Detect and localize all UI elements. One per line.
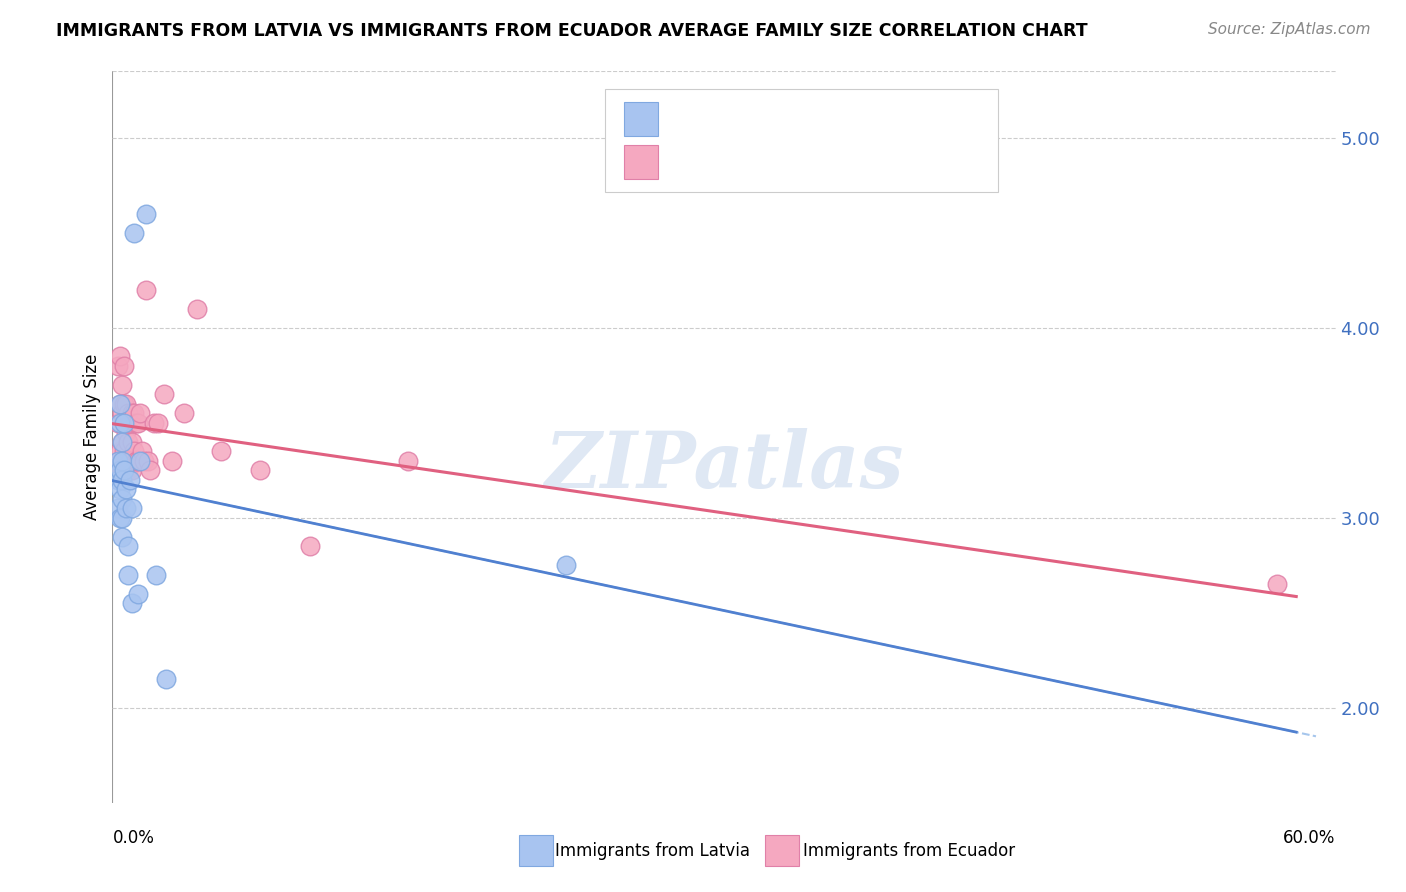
Point [111,454,134,468]
Text: 30: 30 [810,110,835,128]
Point [121,434,143,449]
Point [121,501,143,516]
Text: ZIPatlas: ZIPatlas [544,428,904,505]
Y-axis label: Average Family Size: Average Family Size [83,354,101,520]
Point [117,539,139,553]
Text: Immigrants from Latvia: Immigrants from Latvia [555,842,751,860]
Point [117,567,139,582]
Point [160,454,183,468]
Point [115,425,138,440]
Point [111,434,134,449]
Text: 0.005: 0.005 [710,110,761,128]
Point [125,454,148,468]
Text: N =: N = [769,110,808,128]
Point [127,416,149,430]
Point [107,359,129,373]
Point [122,406,145,420]
Text: 60.0%: 60.0% [1284,829,1336,847]
Text: R =: R = [668,153,707,171]
Point [249,463,271,477]
Point [155,673,177,687]
Point [107,454,129,468]
Point [1265,577,1288,591]
Point [112,416,135,430]
Point [122,444,145,458]
Point [111,511,134,525]
Point [110,511,132,525]
Point [111,530,134,544]
Point [110,349,132,363]
Point [120,416,142,430]
Point [111,434,134,449]
Point [125,416,148,430]
Point [127,454,149,468]
Point [146,416,169,430]
Point [142,416,165,430]
Point [110,397,132,411]
Point [129,454,152,468]
Point [132,454,155,468]
Point [117,434,139,449]
Point [135,283,157,297]
Text: 0.0%: 0.0% [112,829,155,847]
Point [107,416,129,430]
Point [111,473,134,487]
Point [122,226,145,240]
Point [115,483,138,497]
Point [396,454,419,468]
Text: -0.396: -0.396 [710,153,768,171]
Point [135,207,157,221]
Point [121,463,143,477]
Text: Immigrants from Ecuador: Immigrants from Ecuador [803,842,1015,860]
Text: R =: R = [668,110,707,128]
Point [120,454,142,468]
Point [555,558,578,573]
Point [152,387,174,401]
Point [111,491,134,506]
Point [121,596,143,610]
Point [112,397,135,411]
Point [186,301,208,316]
Point [129,406,152,420]
Point [139,463,162,477]
Point [121,406,143,420]
Point [107,454,129,468]
Text: Source: ZipAtlas.com: Source: ZipAtlas.com [1208,22,1371,37]
Point [136,454,159,468]
Text: N =: N = [769,153,808,171]
Point [111,377,134,392]
Point [110,397,132,411]
Point [173,406,195,420]
Point [117,406,139,420]
Point [107,473,129,487]
Point [115,501,138,516]
Point [110,483,132,497]
Point [115,397,138,411]
Point [112,444,135,458]
Point [120,473,142,487]
Text: IMMIGRANTS FROM LATVIA VS IMMIGRANTS FROM ECUADOR AVERAGE FAMILY SIZE CORRELATIO: IMMIGRANTS FROM LATVIA VS IMMIGRANTS FRO… [56,22,1088,40]
Point [110,416,132,430]
Point [111,463,134,477]
Point [111,406,134,420]
Point [107,501,129,516]
Point [110,463,132,477]
Point [112,359,135,373]
Point [209,444,232,458]
Point [112,463,135,477]
Point [298,539,321,553]
Point [117,463,139,477]
Point [145,567,167,582]
Point [131,444,153,458]
Point [115,454,138,468]
Point [110,444,132,458]
Point [127,587,149,601]
Text: 47: 47 [810,153,835,171]
